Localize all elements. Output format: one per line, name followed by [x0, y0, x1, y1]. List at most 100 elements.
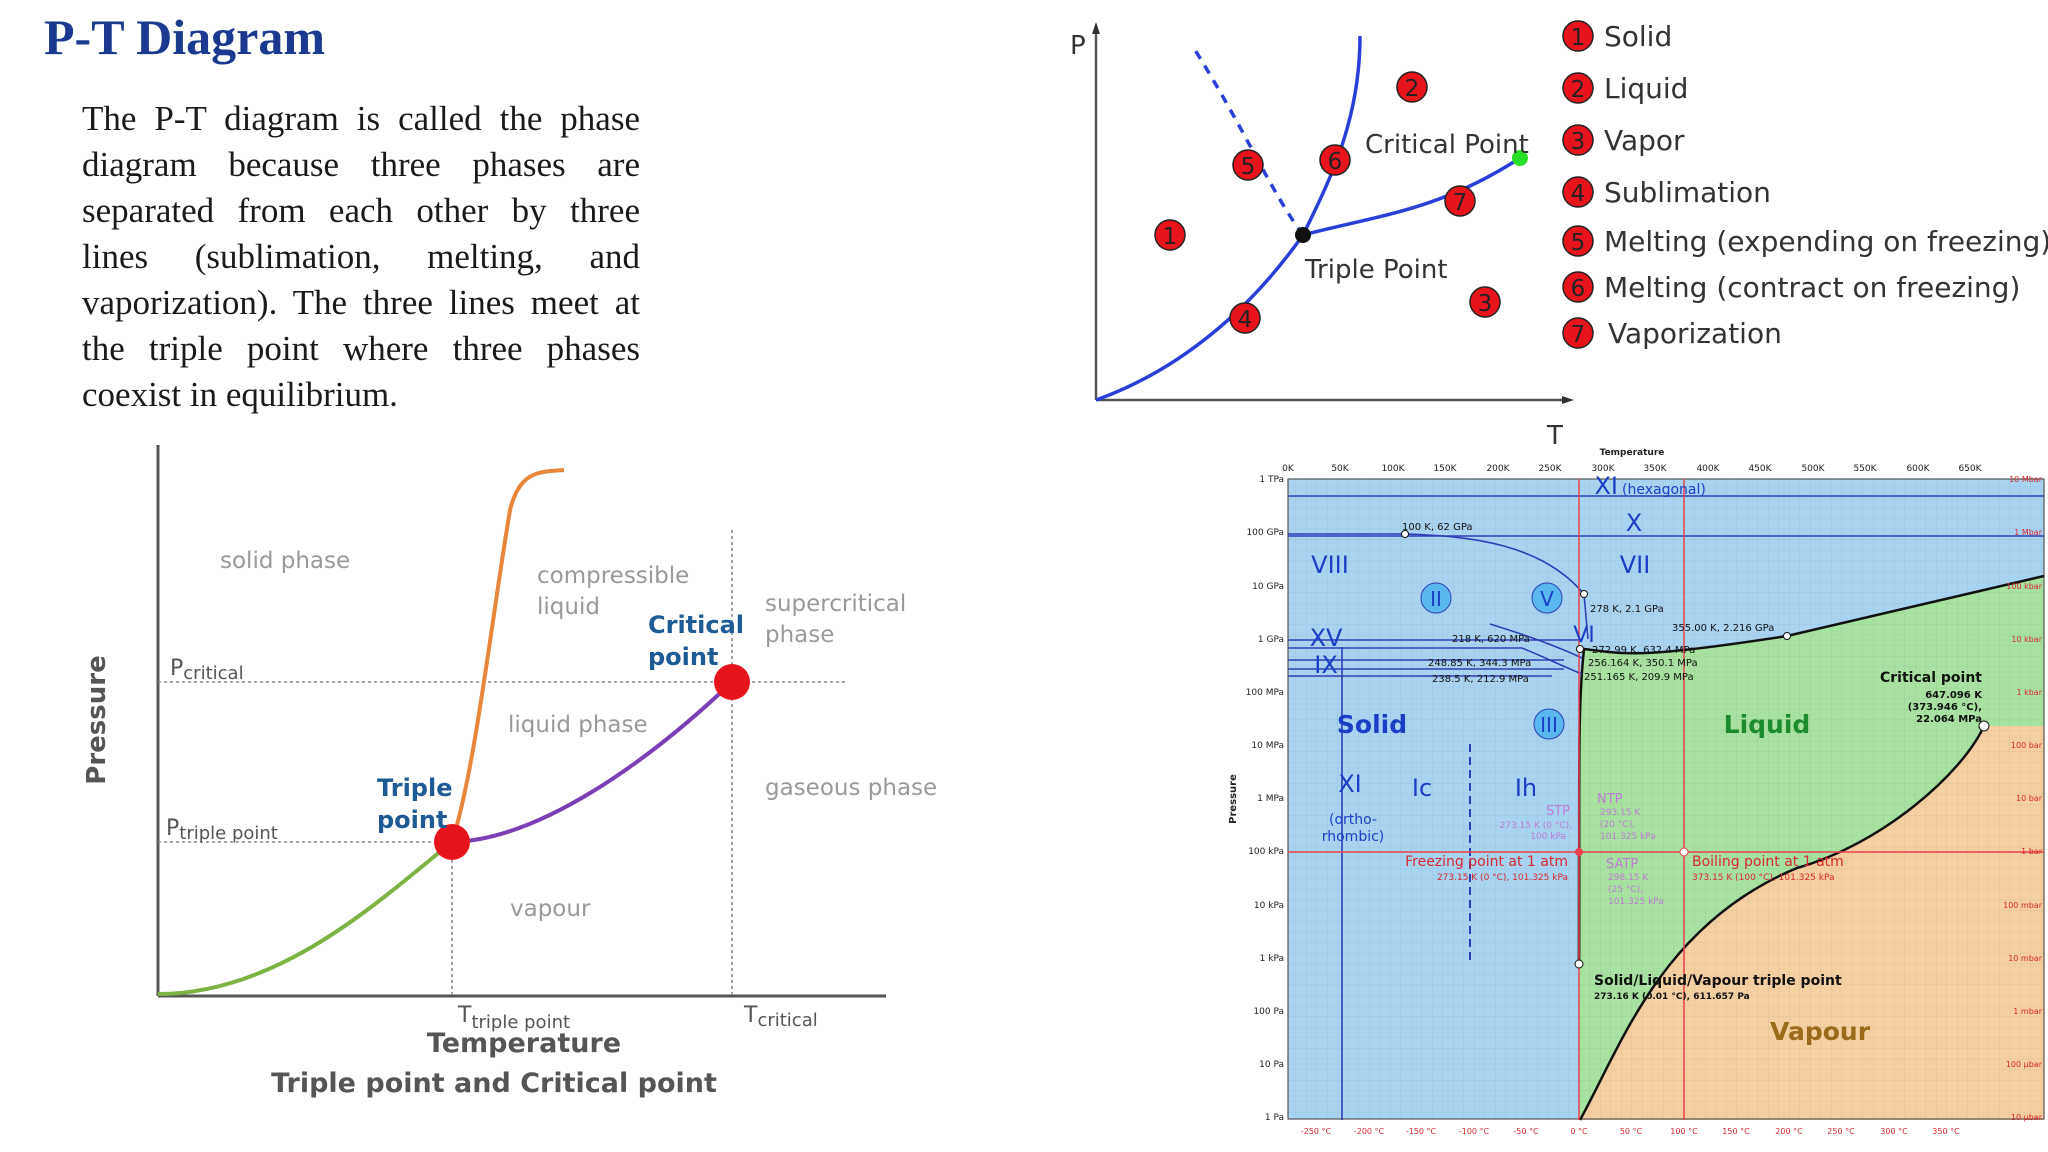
svg-text:(373.946 °C),: (373.946 °C),: [1908, 702, 1982, 713]
boiling-point-circle: [1679, 847, 1689, 857]
svg-text:Ic: Ic: [1412, 774, 1432, 802]
intro-paragraph: The P-T diagram is called the phase diag…: [82, 99, 640, 414]
svg-text:272.99 K, 632.4 MPa: 272.99 K, 632.4 MPa: [1592, 645, 1695, 656]
diagram-caption: Triple point and Critical point: [271, 1068, 717, 1099]
svg-text:1: 1: [1163, 224, 1178, 250]
svg-text:rhombic): rhombic): [1322, 829, 1385, 845]
svg-text:100 kbar: 100 kbar: [2006, 582, 2042, 591]
triple-point-label: point: [377, 806, 447, 834]
legend-item-vaporization: 7 Vaporization: [1562, 317, 1782, 350]
legend: 1 Solid 2 Liquid 3 Vapor 4 Sublimation 5 Melt…: [1562, 20, 2048, 350]
svg-text:6: 6: [1571, 276, 1586, 302]
svg-text:50K: 50K: [1331, 464, 1349, 474]
compressible-liquid-label: liquid: [537, 594, 600, 620]
svg-text:10 kbar: 10 kbar: [2011, 635, 2042, 644]
svg-text:10 kPa: 10 kPa: [1254, 901, 1284, 911]
svg-text:10 bar: 10 bar: [2016, 794, 2043, 803]
svg-text:1 MPa: 1 MPa: [1257, 794, 1284, 804]
svg-text:100 °C: 100 °C: [1670, 1127, 1698, 1136]
ice-phase-labels: XI (hexagonal) X VII VIII XV IX XI (orth…: [1310, 472, 1706, 845]
svg-text:STP: STP: [1546, 804, 1570, 819]
svg-text:IX: IX: [1314, 651, 1338, 679]
legend-item-vapor: 3 Vapor: [1562, 124, 1685, 157]
point-272k: [1576, 645, 1584, 653]
solid-phase-label: solid phase: [220, 548, 350, 574]
svg-text:0K: 0K: [1282, 464, 1295, 474]
liquid-phase-label: liquid phase: [508, 712, 648, 738]
p-axis-label: P: [1070, 31, 1086, 61]
p-critical-mark: Pcritical: [170, 656, 244, 684]
svg-text:2: 2: [1405, 76, 1420, 102]
svg-text:10 Mbar: 10 Mbar: [2009, 475, 2043, 484]
point-100k: [1401, 530, 1409, 538]
critical-point-marker: [714, 664, 750, 700]
p-triple-mark: Ptriple point: [166, 816, 278, 844]
marker-4: 4: [1229, 302, 1261, 334]
svg-text:150 °C: 150 °C: [1722, 1127, 1750, 1136]
legend-item-liquid: 2 Liquid: [1562, 72, 1688, 105]
svg-text:100 mbar: 100 mbar: [2003, 901, 2043, 910]
svg-text:Boiling point at 1 atm: Boiling point at 1 atm: [1692, 854, 1844, 870]
svg-text:Vaporization: Vaporization: [1608, 317, 1782, 350]
svg-text:X: X: [1626, 509, 1642, 537]
svg-text:NTP: NTP: [1597, 792, 1623, 807]
svg-text:XI: XI: [1594, 472, 1618, 500]
marker-2: 2: [1396, 71, 1428, 103]
svg-text:Liquid: Liquid: [1604, 72, 1688, 105]
point-355k: [1783, 632, 1791, 640]
freezing-point-annotation: Freezing point at 1 atm 273.15 K (0 °C),…: [1405, 854, 1568, 883]
svg-text:248.85 K, 344.3 MPa: 248.85 K, 344.3 MPa: [1428, 658, 1531, 669]
svg-text:298.15 K: 298.15 K: [1608, 873, 1649, 883]
legend-item-sublimation: 4 Sublimation: [1562, 176, 1771, 209]
svg-text:3: 3: [1478, 291, 1493, 317]
svg-text:Melting (expending on freezing: Melting (expending on freezing): [1604, 225, 2048, 258]
svg-text:500K: 500K: [1801, 464, 1825, 474]
temperature-axis-title: Temperature: [427, 1028, 621, 1059]
svg-text:-200 °C: -200 °C: [1354, 1127, 1385, 1136]
svg-text:5: 5: [1571, 230, 1586, 256]
svg-text:SATP: SATP: [1606, 857, 1638, 872]
svg-text:-50 °C: -50 °C: [1513, 1127, 1539, 1136]
svg-text:VII: VII: [1620, 551, 1651, 579]
svg-text:22.064 MPa: 22.064 MPa: [1916, 714, 1982, 725]
svg-text:(20 °C),: (20 °C),: [1600, 820, 1635, 830]
liquid-label: Liquid: [1724, 710, 1811, 739]
svg-text:Sublimation: Sublimation: [1604, 176, 1771, 209]
svg-text:550K: 550K: [1853, 464, 1877, 474]
legend-item-melting-contract: 6 Melting (contract on freezing): [1562, 271, 2020, 304]
p-axis-arrow: [1092, 22, 1100, 34]
svg-text:250K: 250K: [1538, 464, 1562, 474]
vaporization-line: [1302, 156, 1521, 237]
sublimation-curve: [157, 840, 454, 996]
phase-diagram-schematic: P T Critical Point Triple Point 1 2 3 4 …: [1070, 20, 2048, 450]
triple-point-dot: [1295, 227, 1311, 243]
t-axis-label: T: [1546, 421, 1563, 450]
svg-text:278 K, 2.1 GPa: 278 K, 2.1 GPa: [1590, 604, 1664, 615]
triple-point-annotation: Solid/Liquid/Vapour triple point 273.16 …: [1594, 973, 1842, 1002]
svg-text:Solid/Liquid/Vapour triple poi: Solid/Liquid/Vapour triple point: [1594, 973, 1842, 989]
bar-ticks: 10 Mbar 1 Mbar 100 kbar 10 kbar 1 kbar 1…: [2003, 475, 2043, 1122]
svg-text:273.15 K (0 °C),: 273.15 K (0 °C),: [1500, 821, 1572, 831]
svg-text:(25 °C),: (25 °C),: [1608, 885, 1643, 895]
svg-text:Melting (contract on freezing): Melting (contract on freezing): [1604, 271, 2020, 304]
triple-point-text: Triple Point: [1304, 255, 1448, 285]
svg-text:Freezing point at 1 atm: Freezing point at 1 atm: [1405, 854, 1568, 870]
boiling-point-annotation: Boiling point at 1 atm 373.15 K (100 °C)…: [1692, 854, 1844, 883]
svg-text:-250 °C: -250 °C: [1301, 1127, 1332, 1136]
svg-text:355.00 K, 2.216 GPa: 355.00 K, 2.216 GPa: [1672, 623, 1774, 634]
svg-text:-150 °C: -150 °C: [1406, 1127, 1437, 1136]
svg-text:10 GPa: 10 GPa: [1252, 582, 1284, 592]
phase-iii-badge: III: [1533, 708, 1565, 740]
sublimation-vaporization-line: [1578, 725, 1986, 1121]
critical-point-dot: [1512, 150, 1528, 166]
svg-text:6: 6: [1328, 149, 1343, 175]
svg-text:3: 3: [1571, 129, 1586, 155]
temperature-top-title: Temperature: [1600, 448, 1665, 458]
svg-text:1 Mbar: 1 Mbar: [2014, 528, 2043, 537]
melting-contract-line: [1301, 35, 1362, 236]
svg-text:100 kPa: 100 kPa: [1530, 832, 1566, 842]
svg-text:10 mbar: 10 mbar: [2008, 954, 2042, 963]
svg-text:101.325 kPa: 101.325 kPa: [1600, 832, 1656, 842]
solid-label: Solid: [1337, 710, 1407, 739]
svg-text:100 Pa: 100 Pa: [1253, 1007, 1284, 1017]
